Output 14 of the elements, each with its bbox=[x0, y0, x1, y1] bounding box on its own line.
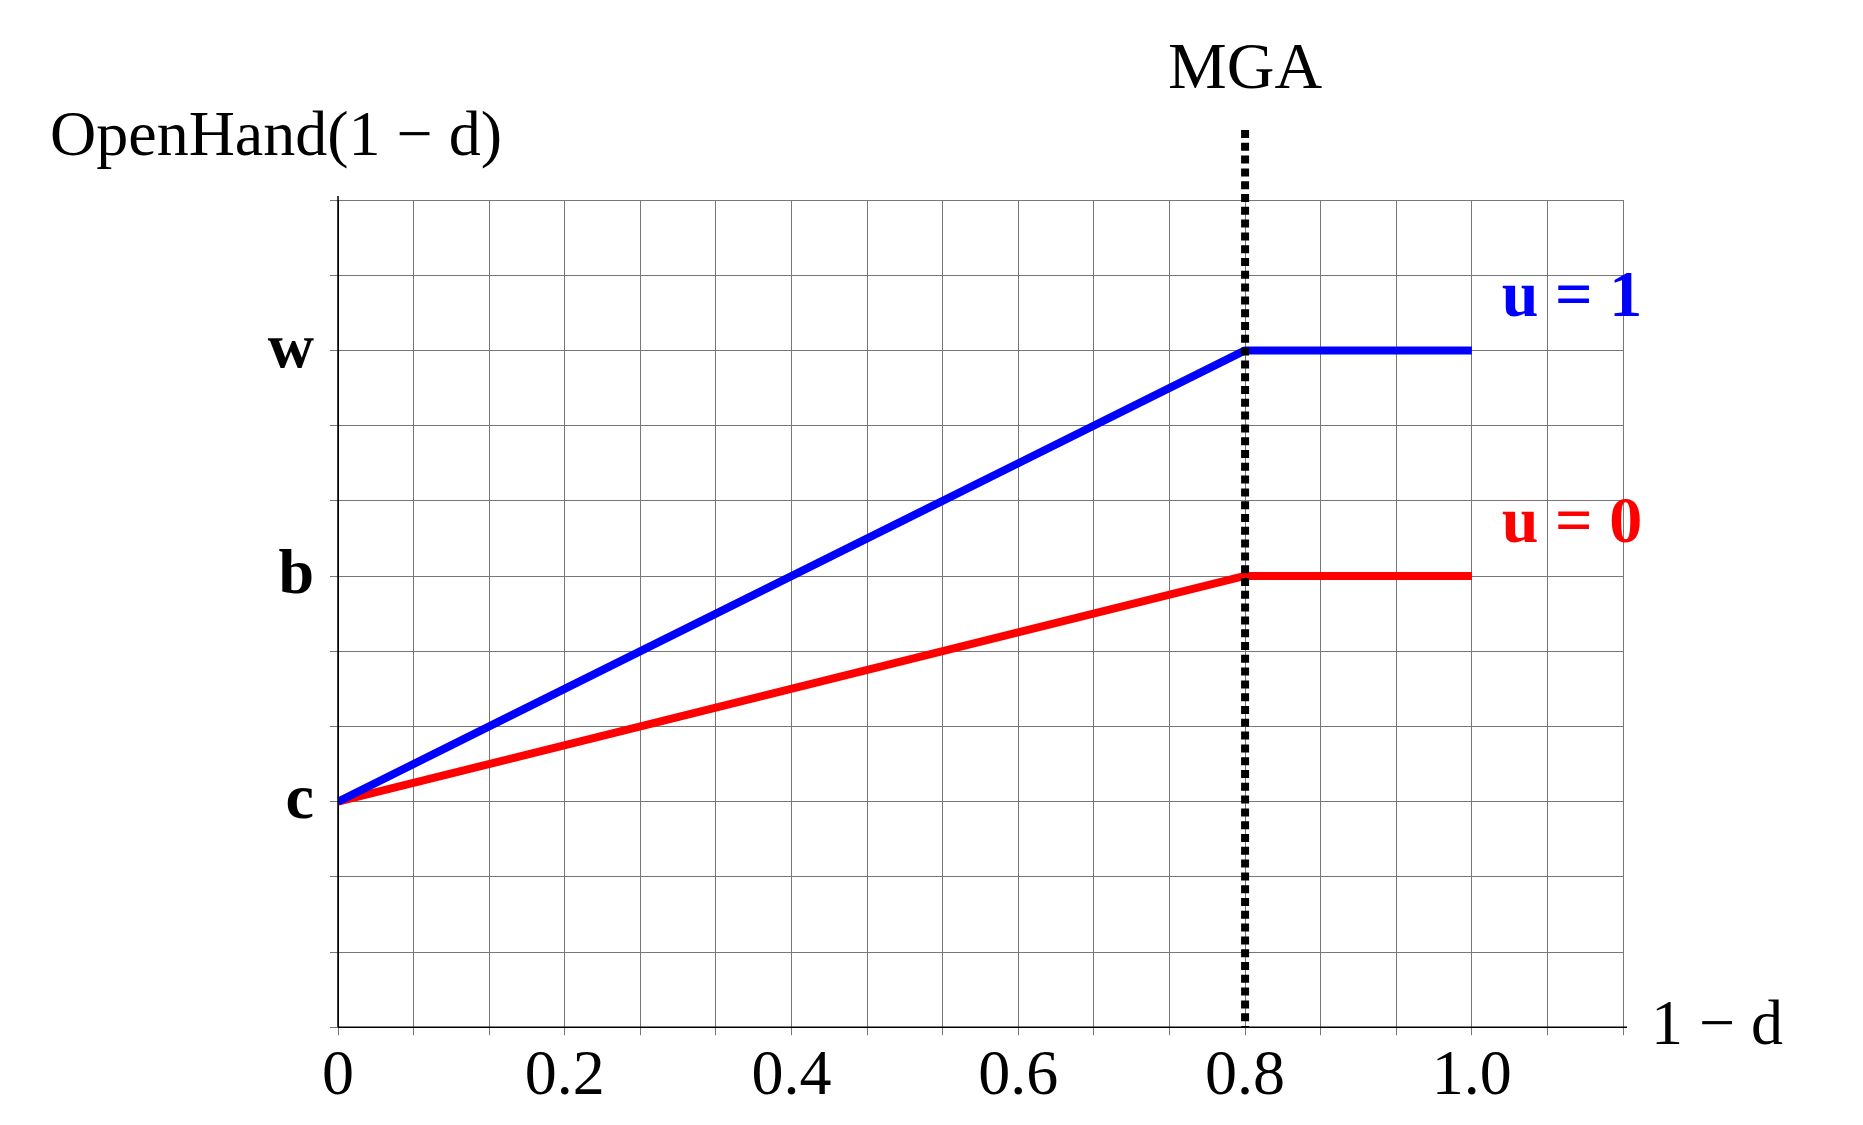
y-axis-title: OpenHand(1 − d) bbox=[50, 97, 502, 169]
x-axis-title: 1 − d bbox=[1651, 987, 1784, 1059]
x-tick-label: 0.2 bbox=[524, 1037, 605, 1109]
text: c bbox=[285, 761, 314, 833]
text: b bbox=[278, 535, 314, 607]
text: w bbox=[267, 309, 314, 381]
series-label: u = 1 bbox=[1501, 257, 1643, 331]
x-tick-label: 0 bbox=[322, 1037, 354, 1109]
x-tick-label: 0.8 bbox=[1205, 1037, 1286, 1109]
x-tick-label: 1.0 bbox=[1431, 1037, 1512, 1109]
x-tick-label: 0.4 bbox=[751, 1037, 832, 1109]
x-tick-label: 0.6 bbox=[978, 1037, 1059, 1109]
series-label: u = 0 bbox=[1501, 483, 1643, 557]
ref-line-label: MGA bbox=[1168, 29, 1323, 103]
